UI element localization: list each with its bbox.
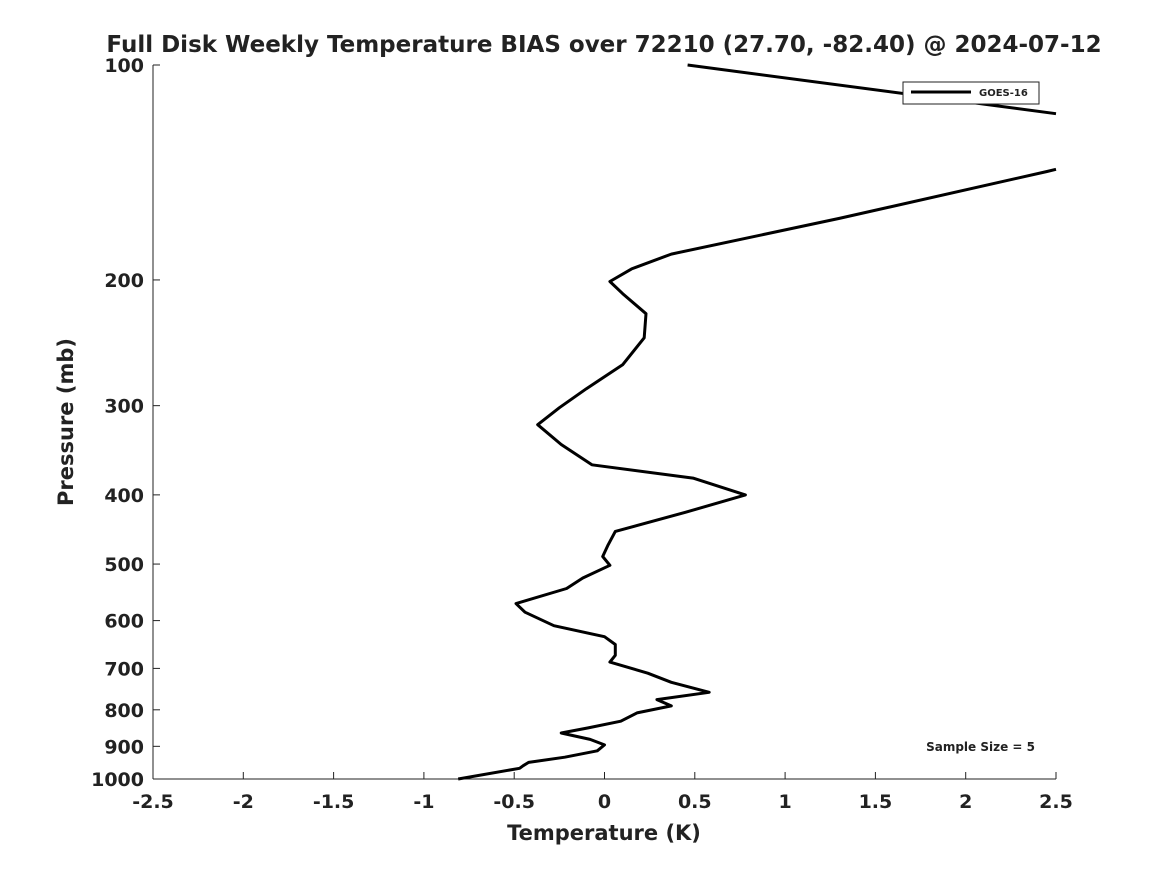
legend-label: GOES-16 <box>979 88 1028 99</box>
x-tick-label: 1 <box>778 791 791 813</box>
x-axis-label: Temperature (K) <box>507 821 701 845</box>
plot-area: -2.5 -2 -1.5 -1 -0.5 0 0.5 1 1.5 2 2.5 100 200 300 40… <box>91 55 1073 813</box>
series-group <box>457 63 1057 781</box>
x-tick-label: -1.5 <box>313 791 355 813</box>
y-tick-label: 500 <box>104 554 144 576</box>
y-tick-label: 1000 <box>91 769 144 791</box>
y-tick-label: 400 <box>104 485 144 507</box>
series-line-goes-16 <box>687 63 1057 116</box>
x-tick-label: 0 <box>598 791 611 813</box>
y-tick-label: 300 <box>104 396 144 418</box>
sample-size-annotation: Sample Size = 5 <box>926 740 1035 754</box>
y-tick-label: 600 <box>104 611 144 633</box>
x-tick-label: -2 <box>233 791 254 813</box>
legend: GOES-16 <box>902 81 1040 105</box>
y-axis-label: Pressure (mb) <box>54 338 78 506</box>
y-ticks: 100 200 300 400 500 600 700 800 900 1000 <box>91 55 160 791</box>
x-tick-label: -0.5 <box>493 791 535 813</box>
y-tick-label: 800 <box>104 700 144 722</box>
y-tick-label: 200 <box>104 270 144 292</box>
y-tick-label: 100 <box>104 55 144 77</box>
x-tick-label: 1.5 <box>859 791 893 813</box>
x-tick-label: 2 <box>959 791 972 813</box>
chart-title: Full Disk Weekly Temperature BIAS over 7… <box>106 32 1101 58</box>
x-tick-label: -2.5 <box>132 791 174 813</box>
x-tick-label: -1 <box>413 791 434 813</box>
y-tick-label: 900 <box>104 736 144 758</box>
series-line-goes-16 <box>457 167 1057 781</box>
x-tick-label: 2.5 <box>1039 791 1073 813</box>
y-tick-label: 700 <box>104 658 144 680</box>
x-ticks: -2.5 -2 -1.5 -1 -0.5 0 0.5 1 1.5 2 2.5 <box>132 772 1073 813</box>
x-tick-label: 0.5 <box>678 791 712 813</box>
